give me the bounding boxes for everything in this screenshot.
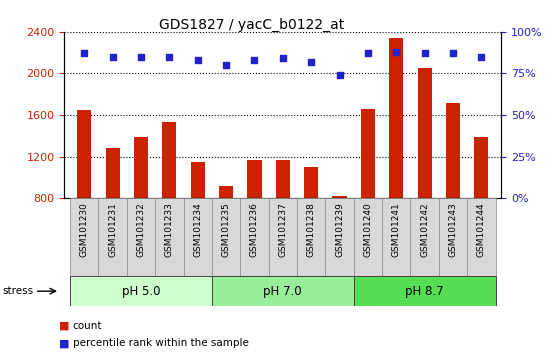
Text: GDS1827 / yacC_b0122_at: GDS1827 / yacC_b0122_at <box>160 18 344 32</box>
Text: ■: ■ <box>59 338 69 348</box>
Point <box>165 54 174 59</box>
Bar <box>418 68 432 198</box>
Bar <box>105 148 120 198</box>
Text: GSM101241: GSM101241 <box>392 202 401 257</box>
FancyBboxPatch shape <box>99 198 127 276</box>
Point <box>222 62 231 68</box>
Point <box>477 54 486 59</box>
FancyBboxPatch shape <box>382 198 410 276</box>
Text: GSM101243: GSM101243 <box>449 202 458 257</box>
Point <box>420 51 429 56</box>
Bar <box>474 137 488 198</box>
Text: count: count <box>73 321 102 331</box>
Text: GSM101230: GSM101230 <box>80 202 88 257</box>
Bar <box>304 167 318 198</box>
Point <box>335 72 344 78</box>
FancyBboxPatch shape <box>297 198 325 276</box>
Text: percentile rank within the sample: percentile rank within the sample <box>73 338 249 348</box>
Text: GSM101239: GSM101239 <box>335 202 344 257</box>
Bar <box>190 162 205 198</box>
Text: GSM101232: GSM101232 <box>137 202 146 257</box>
Bar <box>333 196 347 198</box>
Point <box>80 51 88 56</box>
Point <box>363 51 372 56</box>
Point <box>193 57 202 63</box>
Bar <box>134 137 148 198</box>
FancyBboxPatch shape <box>467 198 496 276</box>
FancyBboxPatch shape <box>212 198 240 276</box>
FancyBboxPatch shape <box>155 198 184 276</box>
Point <box>307 59 316 65</box>
FancyBboxPatch shape <box>184 198 212 276</box>
FancyBboxPatch shape <box>269 198 297 276</box>
FancyBboxPatch shape <box>439 198 467 276</box>
FancyBboxPatch shape <box>325 198 354 276</box>
Text: GSM101234: GSM101234 <box>193 202 202 257</box>
Text: GSM101235: GSM101235 <box>222 202 231 257</box>
FancyBboxPatch shape <box>70 276 212 306</box>
FancyBboxPatch shape <box>70 198 99 276</box>
Text: GSM101233: GSM101233 <box>165 202 174 257</box>
FancyBboxPatch shape <box>354 276 496 306</box>
Bar <box>361 109 375 198</box>
Text: GSM101238: GSM101238 <box>307 202 316 257</box>
Bar <box>276 160 290 198</box>
Bar <box>219 186 233 198</box>
Text: GSM101231: GSM101231 <box>108 202 117 257</box>
Bar <box>77 110 91 198</box>
Bar <box>248 160 262 198</box>
FancyBboxPatch shape <box>212 276 354 306</box>
Text: GSM101237: GSM101237 <box>278 202 287 257</box>
Point <box>137 54 146 59</box>
Bar <box>389 38 403 198</box>
FancyBboxPatch shape <box>410 198 439 276</box>
Text: GSM101236: GSM101236 <box>250 202 259 257</box>
Text: GSM101244: GSM101244 <box>477 202 486 257</box>
Text: pH 7.0: pH 7.0 <box>264 285 302 298</box>
Point <box>278 56 287 61</box>
Bar <box>446 103 460 198</box>
Text: pH 5.0: pH 5.0 <box>122 285 160 298</box>
Text: GSM101240: GSM101240 <box>363 202 372 257</box>
Text: pH 8.7: pH 8.7 <box>405 285 444 298</box>
Point <box>108 54 117 59</box>
Point <box>250 57 259 63</box>
Point <box>449 51 458 56</box>
Bar <box>162 122 176 198</box>
Text: ■: ■ <box>59 321 69 331</box>
FancyBboxPatch shape <box>240 198 269 276</box>
FancyBboxPatch shape <box>127 198 155 276</box>
Text: GSM101242: GSM101242 <box>420 202 429 257</box>
Point <box>392 49 401 55</box>
FancyBboxPatch shape <box>354 198 382 276</box>
Text: stress: stress <box>3 286 34 296</box>
